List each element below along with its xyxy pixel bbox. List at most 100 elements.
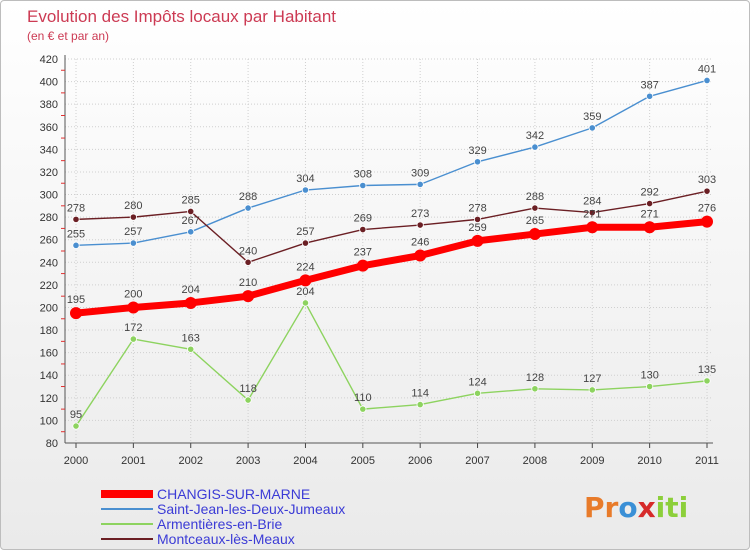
data-point [299,274,312,287]
data-point [359,405,367,413]
series-changis-sur-marne: 195 200 204 210 224 237 246 259 265 271 271 276 [67,203,716,320]
data-label: 128 [526,372,544,384]
data-point [356,259,369,272]
data-label: 285 [182,194,200,206]
y-tick-label: 420 [40,54,58,66]
y-tick-label: 260 [40,235,58,247]
series-saint-jean-les-deux-jumeaux: 255 257 267 288 304 308 309 329 342 359 387 401 [67,63,716,249]
grid [65,58,713,444]
data-point [643,221,656,234]
data-label: 265 [526,215,544,227]
data-point [301,239,310,247]
series-line [75,190,708,263]
x-tick-label: 2010 [637,455,661,467]
y-tick-label: 200 [40,302,58,314]
x-tick-label: 2007 [465,455,489,467]
series-line [75,302,708,427]
legend-label: Montceaux-lès-Meaux [157,531,295,547]
data-label: 240 [239,245,257,257]
data-point [187,345,195,353]
data-point [70,307,82,320]
data-point [244,396,252,404]
axes: 80 100 120 140 160 180 200 220 240 260 280 300 320 34… [40,54,719,467]
y-tick-label: 140 [40,370,58,382]
data-label: 278 [468,202,486,214]
legend-label: Armentières-en-Brie [157,516,282,532]
data-point [646,382,654,391]
series-montceaux-l-s-meaux: 278 280 285 240 257 269 273 278 288 284 292 303 [67,174,716,266]
data-point [359,225,367,234]
data-point [127,301,140,314]
data-point [129,213,137,221]
data-label: 280 [124,200,142,212]
data-label: 292 [640,187,658,199]
data-label: 269 [354,213,372,225]
legend: CHANGIS-SUR-MARNESaint-Jean-les-Deux-Jum… [101,486,345,547]
data-label: 210 [239,277,257,289]
data-label: 130 [640,370,658,382]
data-label: 224 [296,261,314,273]
data-point [244,258,252,266]
legend-label: CHANGIS-SUR-MARNE [157,486,310,502]
data-label: 276 [698,203,716,215]
data-point [72,215,80,223]
logo-part-3: x [638,491,656,524]
data-point [528,228,541,241]
data-point [301,299,310,307]
data-point [531,204,539,212]
y-tick-label: 220 [40,280,58,292]
y-tick-label: 100 [40,415,58,427]
x-tick-label: 2011 [695,455,719,467]
y-tick-label: 160 [40,348,58,360]
y-tick-label: 240 [40,257,58,269]
data-point [72,241,80,249]
data-point [703,76,711,85]
data-label: 127 [583,373,601,385]
data-label: 200 [124,288,142,300]
data-point [588,209,596,217]
y-tick-label: 120 [40,393,58,405]
series-armenti-res-en-brie: 95 172 163 118 204 110 114 124 128 127 130 135 [70,286,716,430]
x-tick-label: 2000 [64,455,88,467]
data-point [72,422,80,430]
data-label: 163 [182,332,200,344]
data-point [473,389,482,397]
data-point [646,92,654,100]
y-tick-label: 340 [40,144,58,156]
y-tick-label: 320 [40,167,58,179]
data-point [184,296,197,309]
chart-subtitle: (en € et par an) [27,29,109,43]
series-line [75,79,708,247]
data-label: 329 [468,145,486,157]
data-point [129,335,137,343]
y-tick-label: 360 [40,122,58,134]
data-point [416,400,424,409]
y-tick-label: 180 [40,325,58,337]
data-point [187,228,195,236]
data-label: 114 [411,388,429,400]
data-point [703,377,711,385]
y-tick-label: 300 [40,190,58,202]
data-point [473,158,482,166]
data-point [242,290,255,303]
data-label: 303 [698,174,716,186]
data-label: 237 [354,247,372,259]
data-label: 135 [698,364,716,376]
data-point [531,143,539,151]
data-point [244,204,252,212]
logo-part-1: Pr [584,491,619,524]
data-point [586,221,599,234]
data-point [414,249,427,262]
data-point [588,124,596,132]
data-label: 342 [526,130,544,142]
x-tick-label: 2006 [408,455,432,467]
y-tick-label: 280 [40,212,58,224]
data-label: 124 [468,376,486,388]
data-label: 246 [411,237,429,249]
data-label: 204 [296,286,314,298]
data-label: 271 [640,208,658,220]
data-label: 255 [67,228,85,240]
data-label: 288 [526,191,544,203]
data-point [471,234,484,247]
